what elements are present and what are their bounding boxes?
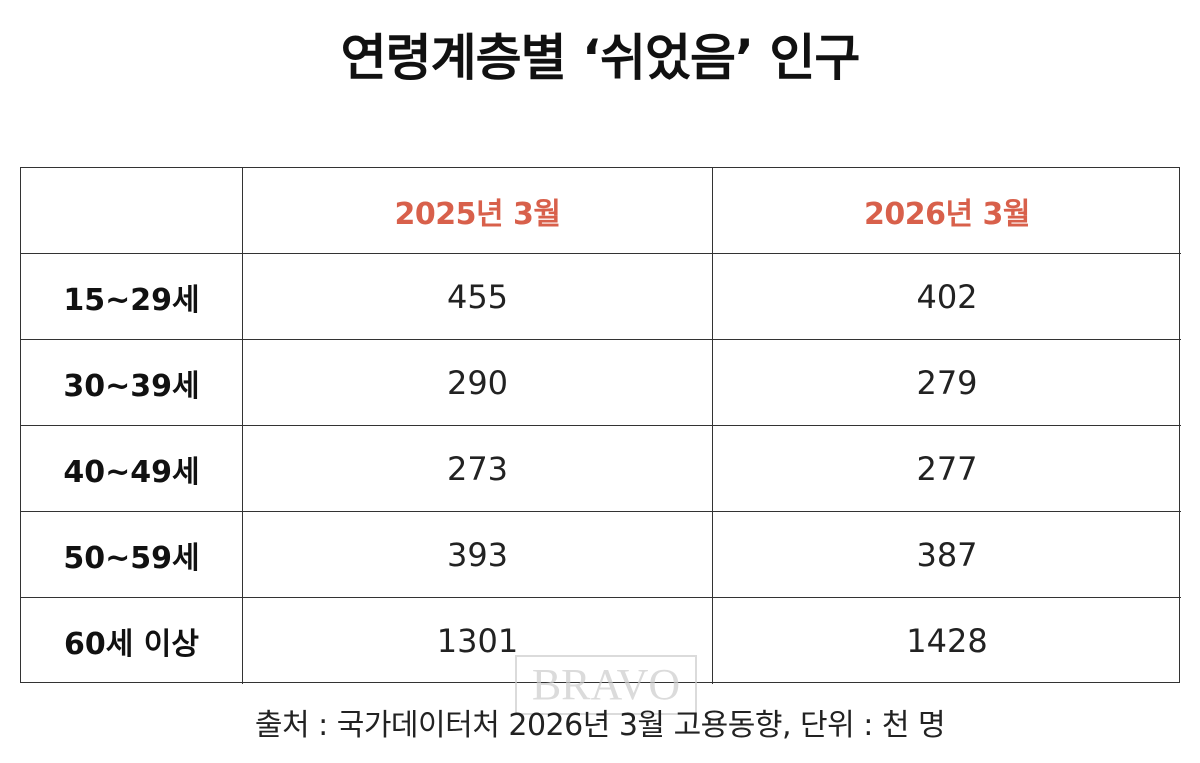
corner-cell xyxy=(21,168,243,254)
table-cell: 277 xyxy=(713,426,1181,512)
table-cell: 1428 xyxy=(906,622,988,660)
table-cell: 279 xyxy=(713,340,1181,426)
row-header: 15~29세 xyxy=(21,254,243,340)
column-header: 2025년 3월 xyxy=(243,168,713,254)
row-header: 60세 이상 xyxy=(21,598,243,684)
title: 연령계층별 ‘쉬었음’ 인구 xyxy=(340,29,861,87)
watermark: BRAVO xyxy=(515,655,697,715)
source-note: 출처 : 국가데이터처 2026년 3월 고용동향, 단위 : 천 명 xyxy=(254,708,946,743)
table-cell: 387 xyxy=(713,512,1181,598)
table-cell: 290 xyxy=(243,340,713,426)
row-header: 30~39세 xyxy=(21,340,243,426)
column-header: 2026년 3월 xyxy=(713,168,1181,254)
table-cell: 402 xyxy=(713,254,1181,340)
table-cell: 273 xyxy=(243,426,713,512)
row-header: 40~49세 xyxy=(21,426,243,512)
row-header: 50~59세 xyxy=(21,512,243,598)
table-cell: 455 xyxy=(243,254,713,340)
table-cell: 393 xyxy=(243,512,713,598)
table: 2025년 3월 2026년 3월 15~29세 455 402 30~39세 290 279… xyxy=(20,167,1181,684)
table-cell: 1301 xyxy=(243,598,713,684)
